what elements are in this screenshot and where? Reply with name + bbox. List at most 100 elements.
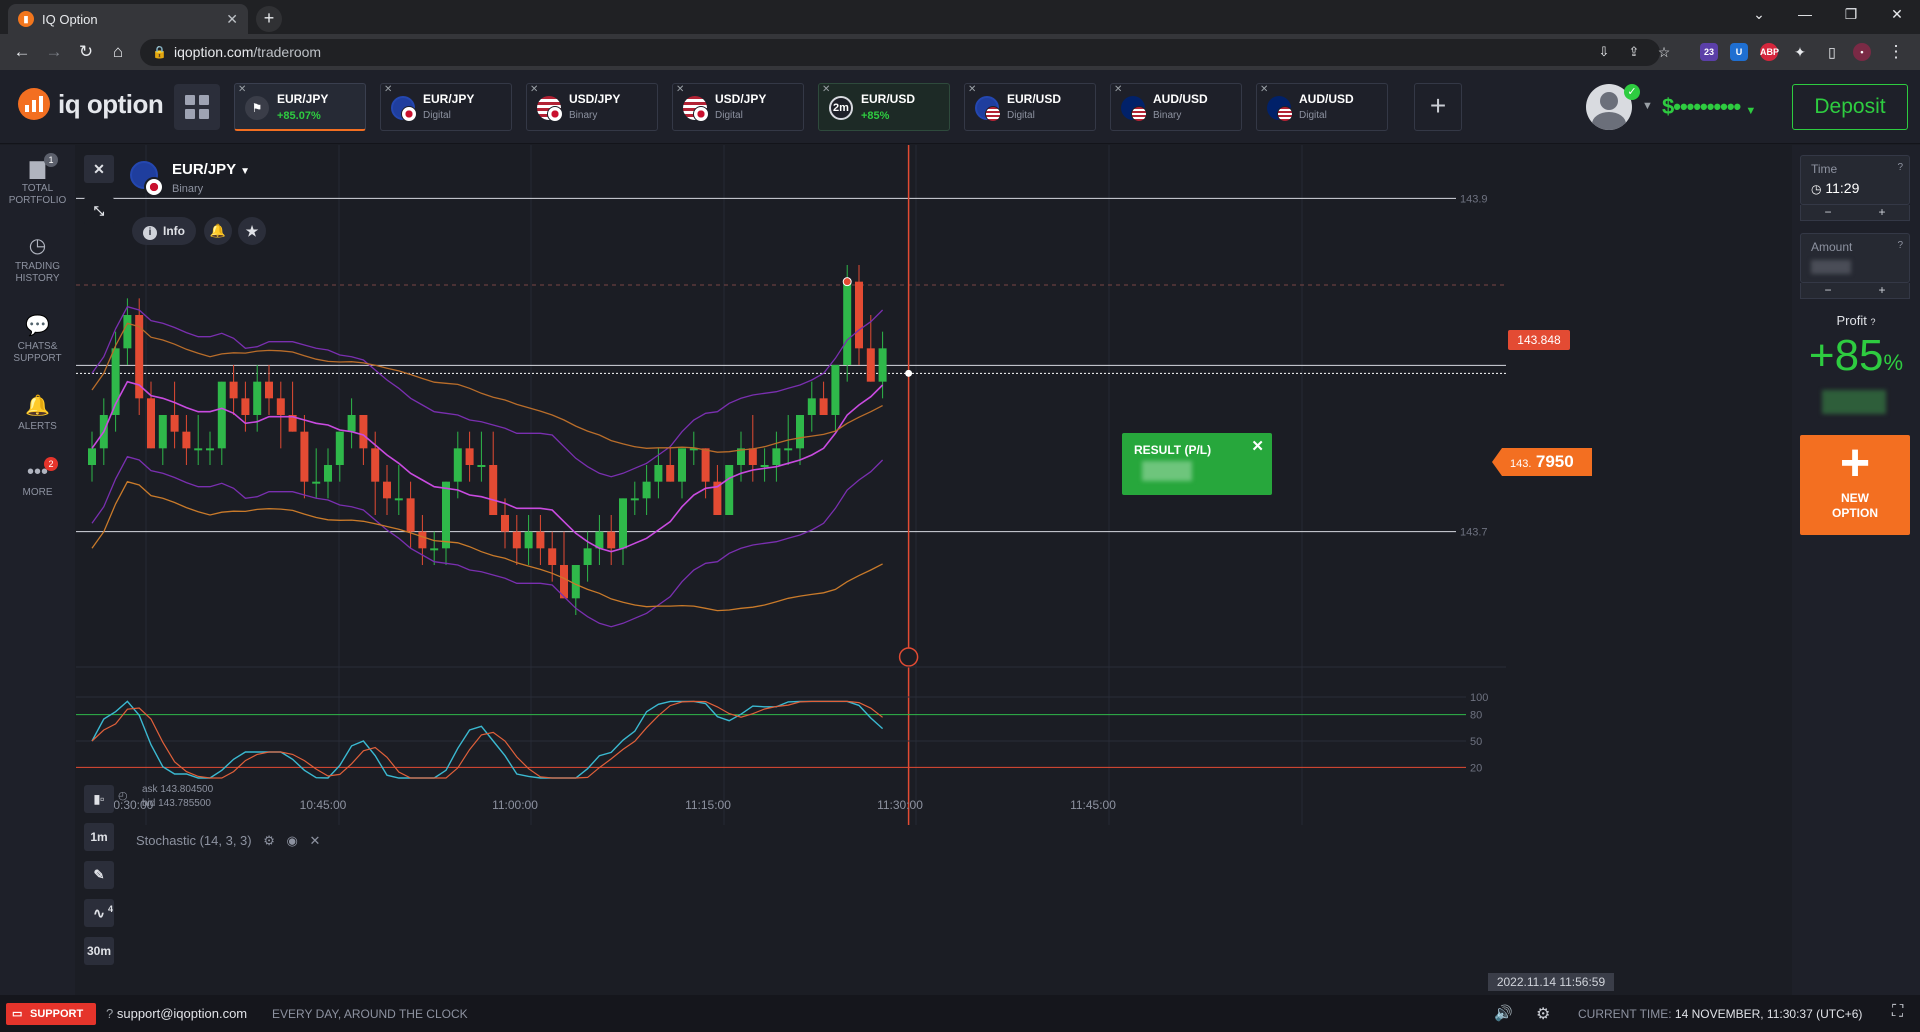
fullscreen-icon[interactable]: ⛶ [1892, 1003, 1904, 1020]
asset-tab-name: EUR/JPY [423, 92, 475, 106]
eye-icon[interactable]: ◉ [286, 833, 298, 848]
adblock-icon[interactable]: ABP [1760, 43, 1779, 61]
minimize-icon[interactable]: — [1798, 6, 1812, 22]
settings-gear-icon[interactable]: ⚙ [1536, 1006, 1551, 1023]
close-icon[interactable]: ✕ [1251, 438, 1264, 455]
profile-icon[interactable]: • [1853, 43, 1871, 61]
support-email[interactable]: ? support@iqoption.com [106, 1006, 247, 1021]
chart-area[interactable]: 143.9 143.7 100 80 50 20 10:30:00 10:45:00 11:00… [76, 145, 1792, 995]
close-icon[interactable]: ✕ [238, 84, 247, 95]
candle-body [217, 381, 226, 449]
candle-body [595, 531, 604, 549]
timeframe-button[interactable]: 1m [84, 823, 114, 851]
chevron-down-icon[interactable]: ▼ [1642, 100, 1653, 112]
candle-body [288, 415, 297, 432]
minus-button[interactable]: − [1824, 283, 1832, 297]
help-icon[interactable]: ? [1870, 317, 1876, 327]
close-icon[interactable]: ✕ [822, 84, 831, 95]
close-icon[interactable]: ✕ [676, 84, 685, 95]
bookmark-star-icon[interactable]: ☆ [1657, 44, 1671, 60]
close-window-icon[interactable]: ✕ [1891, 6, 1903, 22]
browser-tab[interactable]: ▮ IQ Option ✕ [8, 4, 248, 34]
candle-body [477, 465, 486, 467]
back-icon[interactable]: ← [13, 42, 31, 61]
asset-tab-type: Digital [423, 110, 451, 121]
grid-menu-button[interactable] [174, 84, 220, 130]
candle-body [524, 531, 533, 549]
asset-tab-1[interactable]: ✕ ⚑ EUR/JPY +85.07% [234, 83, 366, 131]
asset-tab-2[interactable]: ✕ EUR/JPY Digital [380, 83, 512, 131]
amount-stepper[interactable]: − + [1800, 283, 1910, 299]
close-icon[interactable]: ✕ [968, 84, 977, 95]
reload-icon[interactable]: ↻ [78, 42, 94, 61]
new-tab-button[interactable]: + [256, 6, 282, 32]
home-icon[interactable]: ⌂ [112, 42, 124, 61]
support-button[interactable]: ▭ SUPPORT [6, 1003, 96, 1025]
asset-tab-5[interactable]: ✕ 2m EUR/USD +85% [818, 83, 950, 131]
asset-tab-3[interactable]: ✕ USD/JPY Binary [526, 83, 658, 131]
envelope-lower-line [91, 480, 883, 612]
time-stepper[interactable]: − + [1800, 205, 1910, 221]
extension-purple-icon[interactable]: 23 [1700, 43, 1718, 61]
price-chart[interactable]: 143.9 143.7 100 80 50 20 10:30:00 10:45:00 11:00… [76, 145, 1792, 995]
stochastic-name: Stochastic (14, 3, 3) [136, 833, 252, 848]
deposit-button[interactable]: Deposit [1792, 84, 1908, 130]
tab-search-icon[interactable]: ⌄ [1753, 6, 1765, 22]
browser-menu-icon[interactable]: ⋮ [1887, 42, 1905, 61]
candle-body [536, 531, 545, 549]
side-panel-icon[interactable]: ▯ [1828, 44, 1836, 60]
sidebar-item-portfolio[interactable]: ▆ 1 TOTAL PORTFOLIO [0, 153, 75, 207]
help-icon[interactable]: ? [1897, 162, 1903, 173]
address-bar[interactable]: 🔒 iqoption.com/traderoom [140, 39, 1660, 66]
install-icon[interactable]: ⇩ [1598, 44, 1610, 59]
pencil-icon[interactable]: ✎ [84, 861, 114, 889]
help-icon[interactable]: ? [1897, 240, 1903, 251]
bell-icon[interactable]: 🔔 [204, 217, 232, 245]
candle-period-button[interactable]: 30m [84, 937, 114, 965]
indicators-icon[interactable]: ∿ 4 [84, 899, 114, 927]
time-field[interactable]: Time ? ◷ 11:29 [1800, 155, 1910, 205]
extension-blue-icon[interactable]: U [1730, 43, 1748, 61]
close-icon[interactable]: ✕ [309, 833, 321, 848]
chart-type-icon[interactable]: ▮▫ [84, 785, 114, 813]
close-icon[interactable]: ✕ [1260, 84, 1269, 95]
minimize-chart-icon[interactable]: ⤡ [84, 197, 114, 225]
forward-icon[interactable]: → [45, 42, 63, 61]
asset-tab-6[interactable]: ✕ EUR/USD Digital [964, 83, 1096, 131]
crosshair-date-tag: 2022.11.14 11:56:59 [1488, 973, 1614, 991]
asset-name[interactable]: EUR/JPY ▼ [172, 161, 250, 178]
share-icon[interactable]: ⇪ [1628, 44, 1640, 59]
gear-icon[interactable]: ⚙ [263, 833, 275, 848]
star-icon[interactable]: ★ [238, 217, 266, 245]
candle-body [819, 398, 828, 415]
close-icon[interactable]: ✕ [1114, 84, 1123, 95]
asset-tab-8[interactable]: ✕ AUD/USD Digital [1256, 83, 1388, 131]
restore-icon[interactable]: ❐ [1844, 6, 1858, 22]
amount-field[interactable]: Amount ? [1800, 233, 1910, 283]
add-asset-button[interactable]: + [1414, 83, 1462, 131]
bell-icon: 🔔 [25, 395, 50, 417]
left-sidebar: ▆ 1 TOTAL PORTFOLIO ◷ TRADING HISTORY 💬 CH… [0, 145, 75, 995]
sidebar-item-alerts[interactable]: 🔔 ALERTS [0, 395, 75, 433]
balance-display[interactable]: $•••••••••• ▼ [1662, 94, 1756, 120]
plus-button[interactable]: + [1878, 283, 1886, 297]
sidebar-item-history[interactable]: ◷ TRADING HISTORY [0, 235, 75, 285]
extensions-puzzle-icon[interactable]: ✦ [1794, 44, 1806, 60]
asset-tab-7[interactable]: ✕ AUD/USD Binary [1110, 83, 1242, 131]
asset-tab-4[interactable]: ✕ USD/JPY Digital [672, 83, 804, 131]
sidebar-item-more[interactable]: ••• 2 MORE [0, 457, 75, 499]
close-icon[interactable]: ✕ [530, 84, 539, 95]
plus-button[interactable]: + [1878, 205, 1886, 219]
close-chart-button[interactable]: ✕ [84, 155, 114, 183]
minus-button[interactable]: − [1824, 205, 1832, 219]
iqoption-logo[interactable]: iq option [18, 88, 164, 120]
sidebar-item-chats[interactable]: 💬 CHATS& SUPPORT [0, 315, 75, 365]
info-button[interactable]: i Info [132, 217, 196, 245]
volume-icon[interactable]: 🔊 [1494, 1005, 1513, 1022]
result-popup[interactable]: RESULT (P/L) ✕ [1122, 433, 1272, 495]
moving-average-line [91, 380, 884, 553]
new-option-button[interactable]: + NEW OPTION [1800, 435, 1910, 535]
close-tab-icon[interactable]: ✕ [226, 10, 238, 27]
candle-body [383, 481, 391, 499]
close-icon[interactable]: ✕ [384, 84, 393, 95]
